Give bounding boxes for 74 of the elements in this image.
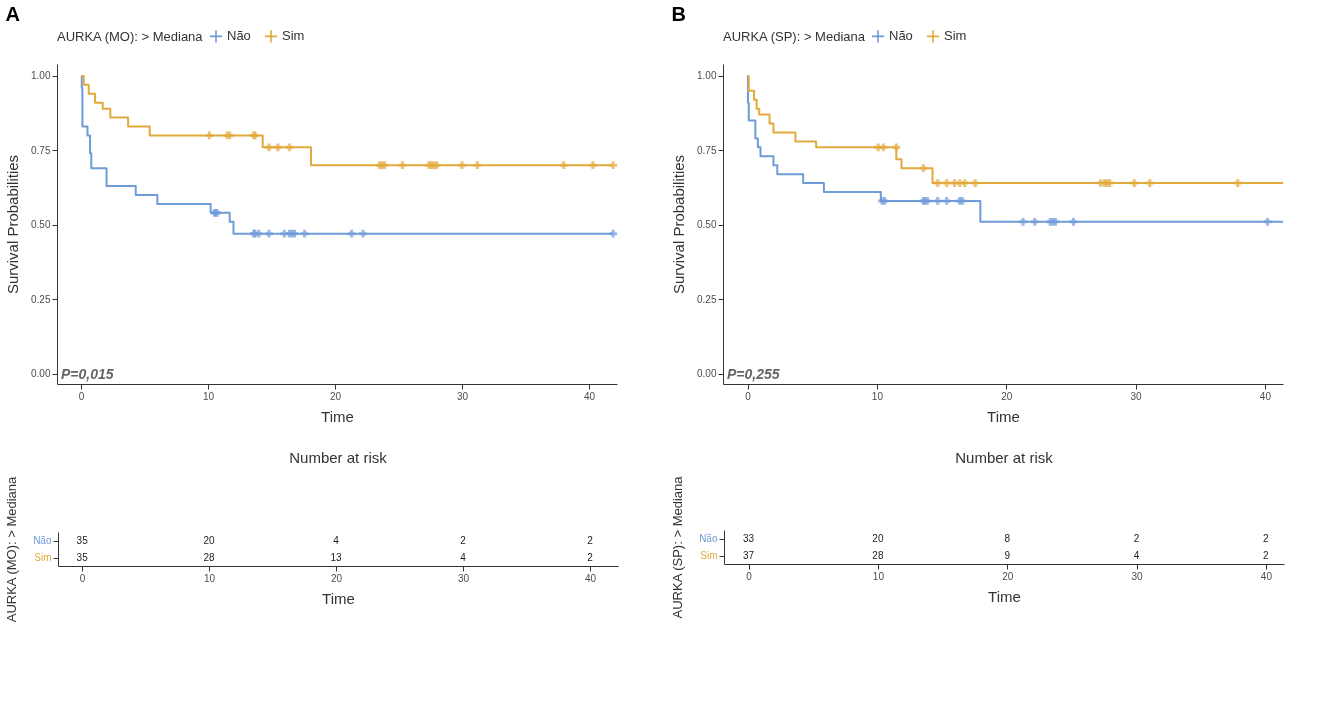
y-tick-label: 1.00 — [31, 70, 51, 82]
chart-title: Number at risk — [289, 448, 388, 466]
y-tick-label: 0.00 — [31, 368, 51, 380]
legend-label: Sim — [282, 28, 305, 44]
legend-label: Não — [227, 28, 251, 44]
data-label: 20 — [872, 532, 884, 544]
x-tick-label: 30 — [457, 390, 469, 402]
x-tick-label: 20 — [330, 390, 342, 402]
chart-title: A — [5, 3, 20, 25]
chart-title: Number at risk — [955, 448, 1054, 466]
data-label: 33 — [743, 532, 755, 544]
y-axis-title: AURKA (SP): > Mediana — [670, 475, 686, 619]
x-tick-label: 10 — [871, 390, 884, 402]
y-tick-label: 0.25 — [697, 293, 717, 305]
data-label: 35 — [76, 534, 89, 546]
y-tick-label: 0.50 — [31, 219, 51, 231]
x-tick-label: 20 — [1001, 390, 1013, 402]
y-tick-label: 0.75 — [697, 144, 717, 156]
data-label: 9 — [1004, 549, 1011, 561]
data-label: 2 — [587, 534, 594, 546]
x-tick-label: 0 — [79, 572, 86, 584]
x-tick-label: 20 — [331, 572, 343, 584]
x-tick-label: 20 — [1002, 570, 1014, 582]
x-tick-label: 40 — [1259, 390, 1272, 402]
data-label: 2 — [1133, 532, 1140, 544]
x-tick-label: 40 — [1260, 570, 1273, 582]
x-tick-label: 0 — [746, 570, 753, 582]
data-label: 13 — [330, 551, 343, 563]
y-axis-title: Survival Probabilities — [4, 154, 22, 295]
legend-label: Não — [889, 28, 913, 44]
data-label: 2 — [1263, 549, 1270, 561]
x-tick-label: 40 — [585, 572, 597, 584]
annotation: P=0,015 — [61, 366, 114, 382]
data-label: 2 — [1263, 532, 1270, 544]
y-tick-label: Não — [33, 535, 52, 546]
data-label: 4 — [1133, 549, 1140, 561]
x-tick-label: 30 — [1130, 390, 1143, 402]
data-label: 37 — [743, 549, 755, 561]
x-tick-label: 0 — [745, 390, 752, 402]
x-tick-label: 30 — [1131, 570, 1144, 582]
y-tick-label: 0.50 — [697, 219, 717, 231]
data-label: 28 — [203, 551, 216, 563]
data-label: 35 — [76, 551, 89, 563]
annotation: P=0,255 — [727, 366, 780, 382]
x-tick-label: 10 — [872, 570, 885, 582]
y-tick-label: Sim — [700, 550, 718, 561]
data-label: 20 — [203, 534, 216, 546]
y-tick-label: 0.00 — [697, 368, 717, 380]
x-tick-label: 10 — [204, 572, 216, 584]
y-axis-title: AURKA (MO): > Mediana — [4, 475, 20, 623]
data-label: 28 — [872, 549, 884, 561]
x-axis-title: Time — [321, 407, 354, 425]
x-tick-label: 0 — [78, 390, 85, 402]
x-axis-title: Time — [322, 589, 355, 607]
x-tick-label: 10 — [203, 390, 215, 402]
data-label: 8 — [1004, 532, 1011, 544]
data-label: 2 — [460, 534, 467, 546]
y-axis-title: Survival Probabilities — [670, 154, 688, 295]
x-axis-title: Time — [988, 587, 1021, 605]
legend-title: AURKA (SP): > Mediana — [723, 29, 866, 44]
y-tick-label: 0.75 — [31, 144, 51, 156]
y-tick-label: 1.00 — [697, 70, 717, 82]
y-tick-label: Não — [699, 533, 718, 544]
data-label: 2 — [587, 551, 594, 563]
y-tick-label: Sim — [34, 552, 52, 563]
data-label: 4 — [460, 551, 467, 563]
x-tick-label: 40 — [584, 390, 596, 402]
legend-title: AURKA (MO): > Mediana — [57, 29, 204, 44]
y-tick-label: 0.25 — [31, 293, 51, 305]
x-tick-label: 30 — [458, 572, 470, 584]
data-label: 4 — [333, 534, 340, 546]
x-axis-title: Time — [987, 407, 1020, 425]
legend-label: Sim — [944, 28, 967, 44]
chart-title: B — [671, 3, 686, 25]
